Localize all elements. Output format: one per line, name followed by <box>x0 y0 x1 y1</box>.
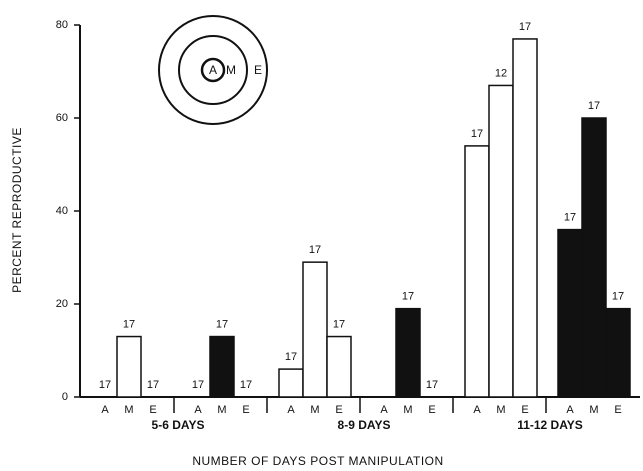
bar <box>303 262 327 397</box>
bar <box>513 39 537 397</box>
sample-size-label: 17 <box>123 318 135 330</box>
x-tick-label: A <box>473 404 481 416</box>
x-tick-label: E <box>428 404 435 416</box>
sample-size-label: 17 <box>216 318 228 330</box>
bar <box>558 230 582 397</box>
sample-size-label: 17 <box>333 318 345 330</box>
sample-size-label: 17 <box>471 128 483 140</box>
x-tick-label: A <box>566 404 574 416</box>
chart: PERCENT REPRODUCTIVE NUMBER OF DAYS POST… <box>0 0 643 471</box>
x-tick-label: M <box>124 404 133 416</box>
group-label: 5-6 DAYS <box>152 418 205 432</box>
inset-label: E <box>254 63 262 77</box>
x-tick-label: A <box>380 404 388 416</box>
sample-size-label: 17 <box>99 379 111 391</box>
inset-label: A <box>209 63 217 77</box>
sample-size-label: 17 <box>309 244 321 256</box>
sample-size-label: 17 <box>192 379 204 391</box>
group-label: 11-12 DAYS <box>517 418 583 432</box>
sample-size-label: 17 <box>402 291 414 303</box>
group-label: 8-9 DAYS <box>338 418 391 432</box>
x-tick-label: M <box>589 404 598 416</box>
x-tick-label: A <box>287 404 295 416</box>
sample-size-label: 17 <box>426 379 438 391</box>
x-axis-title: NUMBER OF DAYS POST MANIPULATION <box>192 454 443 468</box>
bar <box>279 369 303 397</box>
y-tick-label: 40 <box>56 205 68 217</box>
x-tick-label: E <box>242 404 249 416</box>
x-tick-label: M <box>217 404 226 416</box>
sample-size-label: 17 <box>240 379 252 391</box>
bar <box>327 337 351 397</box>
sample-size-label: 17 <box>285 351 297 363</box>
y-tick-label: 80 <box>56 19 68 31</box>
y-axis-title: PERCENT REPRODUCTIVE <box>10 127 24 293</box>
bar <box>606 309 630 397</box>
inset-label: M <box>226 63 236 77</box>
x-tick-label: M <box>496 404 505 416</box>
bar <box>210 337 234 397</box>
sample-size-label: 12 <box>495 67 507 79</box>
x-tick-label: A <box>101 404 109 416</box>
x-tick-label: E <box>614 404 621 416</box>
x-tick-label: M <box>403 404 412 416</box>
y-tick-label: 20 <box>56 298 68 310</box>
x-tick-label: E <box>521 404 528 416</box>
sample-size-label: 17 <box>519 21 531 33</box>
sample-size-label: 17 <box>147 379 159 391</box>
sample-size-label: 17 <box>588 100 600 112</box>
sample-size-label: 17 <box>612 291 624 303</box>
bar <box>117 337 141 397</box>
y-tick-label: 0 <box>62 391 68 403</box>
x-tick-label: E <box>149 404 156 416</box>
bar <box>465 146 489 397</box>
bar <box>489 85 513 397</box>
x-tick-label: A <box>194 404 202 416</box>
bar <box>396 309 420 397</box>
bar <box>582 118 606 397</box>
x-tick-label: M <box>310 404 319 416</box>
x-tick-label: E <box>335 404 342 416</box>
y-tick-label: 60 <box>56 112 68 124</box>
sample-size-label: 17 <box>564 212 576 224</box>
